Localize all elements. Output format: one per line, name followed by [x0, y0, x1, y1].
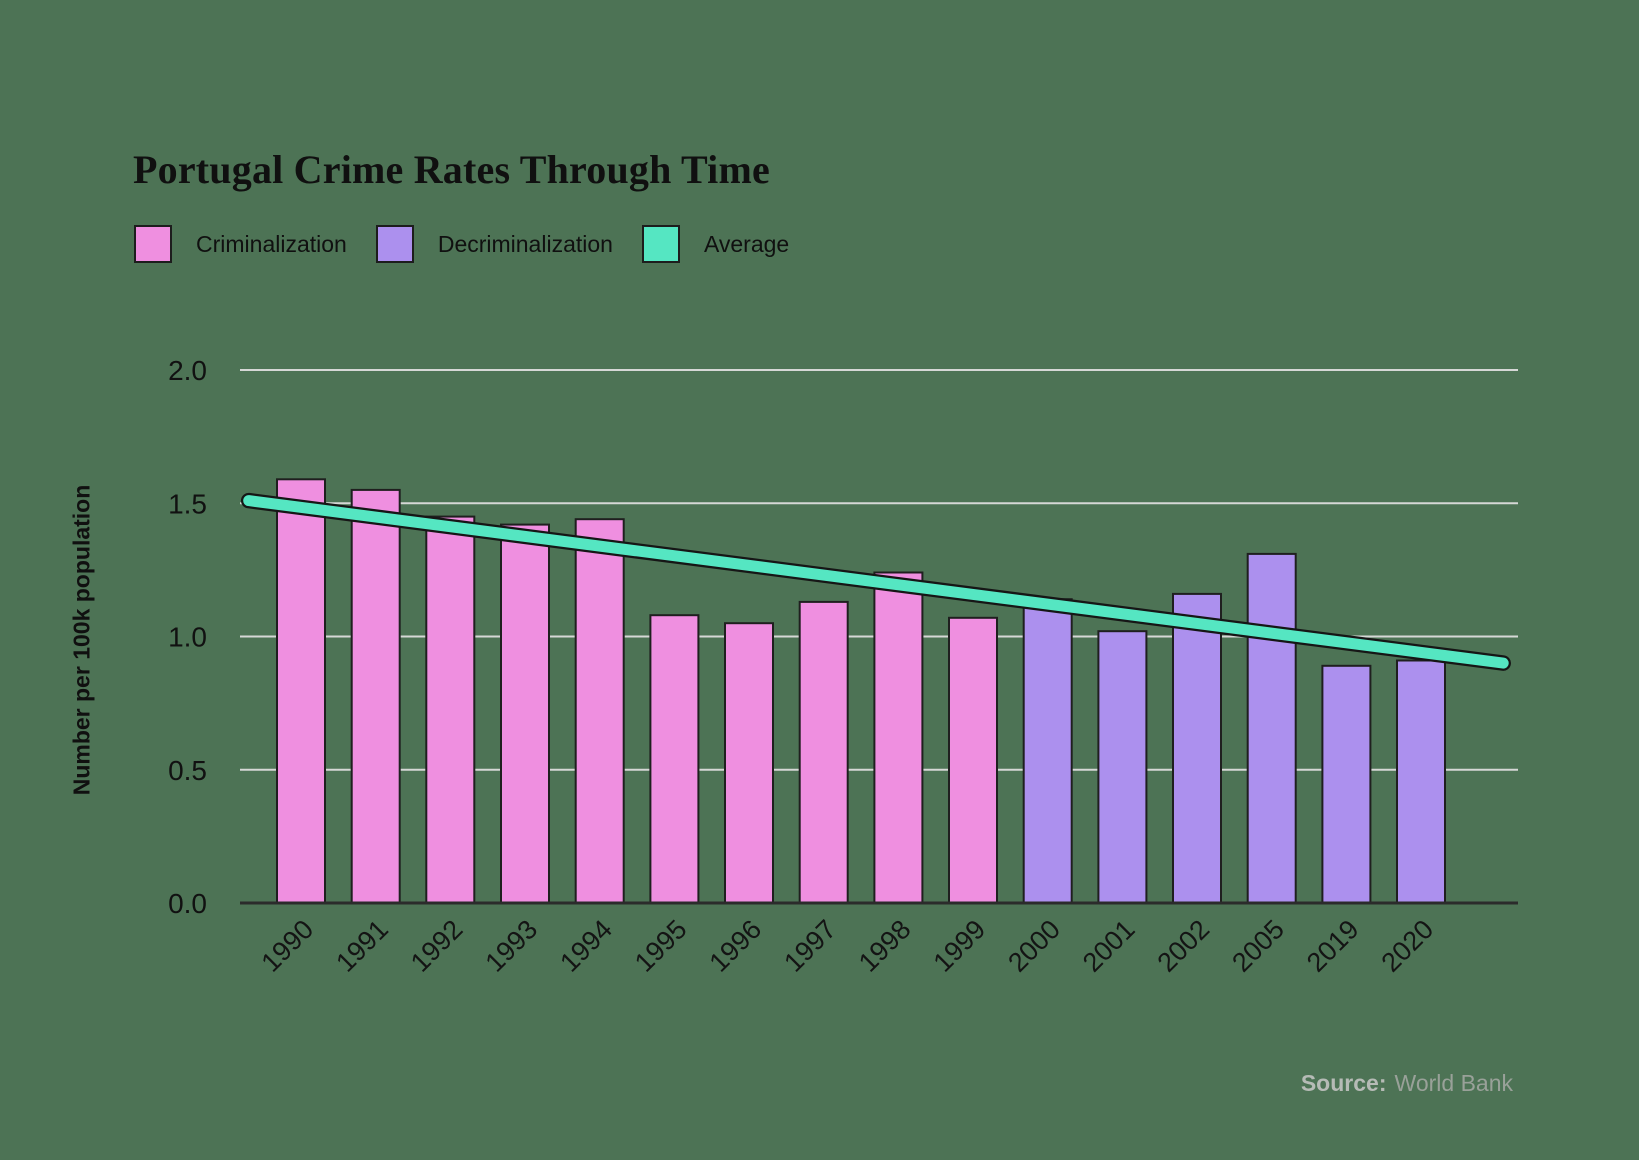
legend-label-decriminalization: Decriminalization: [437, 230, 613, 257]
x-tick-label-1994: 1994: [554, 914, 618, 978]
bar-1997: [798, 600, 849, 905]
y-tick-label-1.5: 1.5: [168, 488, 207, 519]
criminalization-swatch-icon: [134, 225, 172, 263]
y-tick-label-1.0: 1.0: [168, 622, 207, 653]
x-tick-label-1997: 1997: [778, 914, 842, 978]
x-tick-label-1992: 1992: [405, 914, 469, 978]
x-tick-label-2020: 2020: [1376, 914, 1440, 978]
y-axis-title: Number per 100k population: [68, 484, 95, 796]
x-tick-label-1991: 1991: [330, 914, 394, 978]
bar-1998: [873, 571, 924, 904]
bar-1999: [948, 616, 998, 904]
bar-2020: [1396, 659, 1446, 904]
legend-label-average: Average: [703, 230, 790, 257]
x-tick-label-2002: 2002: [1152, 914, 1216, 978]
decriminalization-swatch-icon: [375, 225, 414, 263]
y-tick-label-2.0: 2.0: [168, 355, 207, 386]
source-text: World Bank: [1394, 1070, 1513, 1096]
legend-label-criminalization: Criminalization: [196, 230, 347, 257]
x-tick-label-1996: 1996: [704, 914, 768, 978]
x-tick-label-2000: 2000: [1002, 914, 1066, 978]
x-tick-label-1990: 1990: [256, 914, 320, 978]
x-tick-label-1998: 1998: [853, 914, 917, 978]
bar-1990: [276, 478, 326, 904]
bar-1992: [425, 515, 476, 904]
bar-2019: [1321, 664, 1372, 904]
x-tick-label-2005: 2005: [1226, 914, 1290, 978]
x-tick-label-1995: 1995: [629, 914, 693, 978]
x-tick-label-2001: 2001: [1077, 914, 1141, 978]
x-tick-label-1999: 1999: [928, 914, 992, 978]
bar-1996: [724, 622, 774, 904]
x-tick-label-2019: 2019: [1301, 914, 1365, 978]
bar-2000: [1022, 598, 1073, 904]
bar-1994: [574, 518, 625, 904]
y-tick-label-0.0: 0.0: [168, 888, 207, 919]
source-credit: Source: World Bank: [1301, 1070, 1513, 1097]
average-trendline: [243, 495, 1509, 669]
average-swatch-icon: [641, 225, 680, 263]
bar-1995: [649, 614, 700, 904]
legend-item-average: Average: [641, 225, 790, 263]
y-tick-label-0.5: 0.5: [168, 755, 207, 786]
bar-2002: [1172, 592, 1222, 905]
chart-title: Portugal Crime Rates Through Time: [133, 146, 770, 192]
bar-1993: [500, 523, 550, 904]
legend-item-decriminalization: Decriminalization: [375, 225, 613, 263]
legend: Criminalization Decriminalization Averag…: [134, 225, 789, 263]
bar-1991: [350, 488, 401, 904]
bar-2001: [1097, 630, 1148, 904]
bar-2005: [1246, 552, 1297, 905]
legend-item-criminalization: Criminalization: [134, 225, 347, 263]
x-tick-label-1993: 1993: [480, 914, 544, 978]
source-prefix: Source:: [1300, 1070, 1387, 1096]
